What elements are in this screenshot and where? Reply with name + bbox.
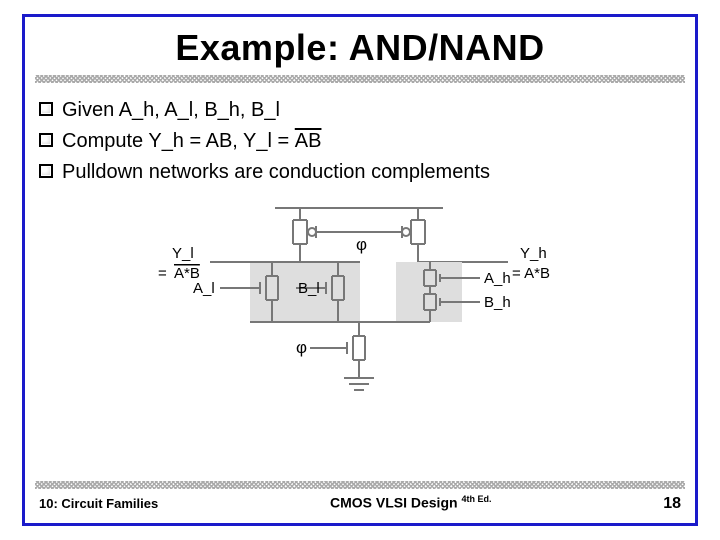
footer-page: 18 [663, 495, 681, 513]
label-yh-eq: = A*B [512, 265, 550, 282]
label-yl: Y_l [172, 245, 194, 262]
bullet-3-text: Pulldown networks are conduction complem… [62, 159, 490, 186]
svg-text:=: = [158, 265, 167, 282]
footer-edition: 4th Ed. [461, 494, 491, 504]
bullet-1-text: Given A_h, A_l, B_h, B_l [62, 97, 280, 124]
bullet-2-text: Compute Y_h = AB, Y_l = AB [62, 128, 321, 155]
bullet-marker-icon [39, 102, 53, 116]
bullet-2: Compute Y_h = AB, Y_l = AB [39, 128, 681, 155]
bullet-marker-icon [39, 164, 53, 178]
overbar-ab: AB [295, 131, 322, 151]
bullet-3: Pulldown networks are conduction complem… [39, 159, 681, 186]
slide-frame: Example: AND/NAND Given A_h, A_l, B_h, B… [22, 14, 698, 526]
footer-divider [35, 481, 685, 489]
slide-title: Example: AND/NAND [25, 17, 695, 69]
label-phi-top: φ [356, 235, 367, 254]
label-bl: B_l [298, 280, 320, 297]
footer: 10: Circuit Families CMOS VLSI Design 4t… [25, 481, 695, 513]
label-al: A_l [193, 280, 215, 297]
label-bh: B_h [484, 294, 511, 311]
bullet-marker-icon [39, 133, 53, 147]
label-phi-bottom: φ [296, 338, 307, 357]
label-ah: A_h [484, 270, 511, 287]
footer-center: CMOS VLSI Design 4th Ed. [330, 494, 491, 511]
circuit-diagram: Y_l = A*B Y_h = A*B A_l B_l A_h B_h φ φ [39, 196, 681, 421]
label-yh: Y_h [520, 245, 547, 262]
title-divider [35, 75, 685, 83]
content-area: Given A_h, A_l, B_h, B_l Compute Y_h = A… [25, 83, 695, 421]
footer-left: 10: Circuit Families [39, 496, 158, 511]
bullet-1: Given A_h, A_l, B_h, B_l [39, 97, 681, 124]
